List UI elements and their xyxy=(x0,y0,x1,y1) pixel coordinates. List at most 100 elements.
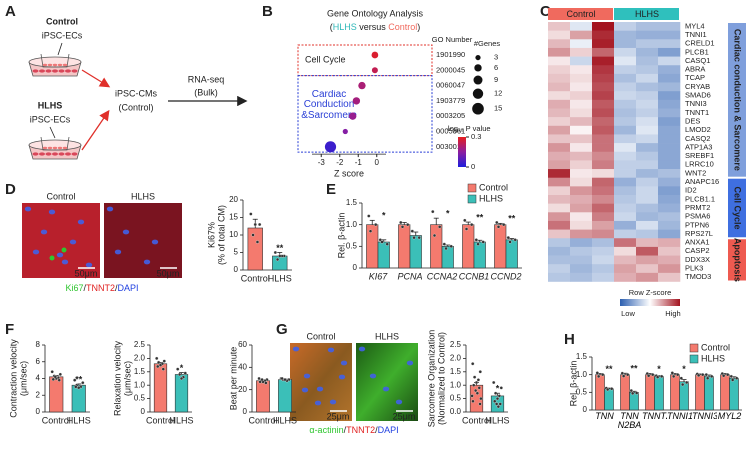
data-point xyxy=(498,402,502,406)
y-tick-label: 1.0 xyxy=(346,220,358,229)
y-tick-label: 0 xyxy=(353,263,358,272)
cell xyxy=(32,69,39,73)
gene-label: TNNT1 xyxy=(685,108,709,117)
data-point xyxy=(417,236,421,240)
data-point xyxy=(473,388,478,393)
heatmap-cell xyxy=(570,82,593,92)
chart-subtitle: (HLHS versus Control) xyxy=(330,22,421,32)
heatmap-cell xyxy=(570,39,593,49)
heatmap-cell xyxy=(658,82,681,92)
data-point xyxy=(508,240,512,244)
heatmap-cell xyxy=(592,99,615,109)
nucleus xyxy=(24,206,32,212)
scale-bar-label: 25μm xyxy=(327,411,350,421)
gene-label: TMOD3 xyxy=(685,272,711,281)
heatmap-cell xyxy=(592,160,615,170)
x-tick-label-box: TNN N2BA xyxy=(618,412,642,430)
heatmap-cell xyxy=(636,99,659,109)
heatmap-cell xyxy=(548,47,571,57)
heatmap-cell xyxy=(570,264,593,274)
gene-label: TCAP xyxy=(685,73,705,82)
y-tick-label: 0 xyxy=(583,405,588,414)
heatmap-cell xyxy=(570,125,593,135)
gene-label: ATP1A3 xyxy=(685,142,712,151)
heatmap-cell xyxy=(658,186,681,196)
stain-legend-part: DAPI xyxy=(118,283,139,293)
chart-subtitle-part: ) xyxy=(417,22,420,32)
ec-cell xyxy=(47,146,53,150)
heatmap-cell xyxy=(592,264,615,274)
stain-legend: Ki67/TNNT2/DAPI xyxy=(65,283,138,293)
group-box xyxy=(297,75,433,153)
data-point xyxy=(481,240,485,244)
heatmap-cell xyxy=(658,151,681,161)
x-tick-label: HLHS xyxy=(268,273,292,283)
scale-bar-label: 25μm xyxy=(393,411,416,421)
heatmap-cell xyxy=(614,160,637,170)
cell xyxy=(58,69,65,73)
x-axis-title: Z score xyxy=(334,168,364,178)
y-axis-title: Beat per minute xyxy=(228,347,238,411)
heatmap-cell xyxy=(570,186,593,196)
data-point xyxy=(595,371,599,375)
heatmap-cell xyxy=(592,47,615,57)
data-point xyxy=(385,242,389,246)
heatmap-cell xyxy=(548,203,571,213)
legend-title: Row Z-score xyxy=(629,288,672,297)
x-tick-label: MYL2 xyxy=(717,412,742,421)
data-point xyxy=(685,380,689,385)
heatmap-cell xyxy=(592,238,615,248)
heatmap-cell xyxy=(570,143,593,153)
heatmap-cell xyxy=(636,177,659,187)
gene-label: ID2 xyxy=(685,186,697,195)
y-axis-title: Contraction velocity xyxy=(8,339,18,418)
cell xyxy=(32,152,39,156)
heatmap-cell xyxy=(570,229,593,239)
heatmap-cell xyxy=(570,255,593,265)
heatmap-cell xyxy=(548,82,571,92)
micrograph xyxy=(290,343,352,421)
heatmap-cell xyxy=(614,151,637,161)
heatmap-cell xyxy=(570,220,593,230)
heatmap-cell xyxy=(570,22,593,31)
gene-label: ABRA xyxy=(685,65,705,74)
stain-legend-part: α-actinin xyxy=(309,425,343,435)
x-tick-label: HLHS xyxy=(67,415,91,425)
x-tick-label-box: TNNI3 xyxy=(692,412,717,421)
size-legend-label: 3 xyxy=(494,53,498,62)
heatmap-cell xyxy=(614,264,637,274)
y-tick-label: 0 xyxy=(234,265,239,274)
x-tick-label: HLHS xyxy=(169,415,193,425)
y-axis-title: Relaxation velocity xyxy=(112,340,122,416)
heatmap-cell xyxy=(548,272,571,282)
y-tick-label: 0.0 xyxy=(450,407,462,416)
nucleus xyxy=(114,249,122,255)
row-group-bar xyxy=(728,239,746,281)
heatmap-cell xyxy=(658,108,681,118)
row-group-bar xyxy=(728,23,746,177)
y-tick-label: 10 xyxy=(229,230,238,239)
colorbar-label: 0 xyxy=(471,162,475,171)
heatmap-cell xyxy=(592,220,615,230)
heatmap-cell xyxy=(614,238,637,248)
data-point xyxy=(260,377,264,382)
go-number: 1901990 xyxy=(436,50,465,59)
heatmap-cell xyxy=(614,39,637,49)
cell xyxy=(45,152,52,156)
nucleus xyxy=(77,219,85,225)
bar xyxy=(247,227,263,271)
heatmap-cell xyxy=(592,91,615,101)
data-point xyxy=(495,396,500,401)
gene-label: PTPN6 xyxy=(685,220,709,229)
heatmap-cell xyxy=(592,203,615,213)
heatmap-cell xyxy=(614,186,637,196)
y-tick-label: 2 xyxy=(36,390,41,399)
data-point xyxy=(273,250,277,255)
data-point xyxy=(253,222,257,227)
label: iPSC-ECs xyxy=(30,114,71,124)
y-tick-label: 2.0 xyxy=(450,354,462,363)
data-point xyxy=(472,383,476,387)
x-tick-label: Control xyxy=(146,415,175,425)
nucleus xyxy=(303,373,311,379)
panel-letter: C xyxy=(540,3,551,20)
